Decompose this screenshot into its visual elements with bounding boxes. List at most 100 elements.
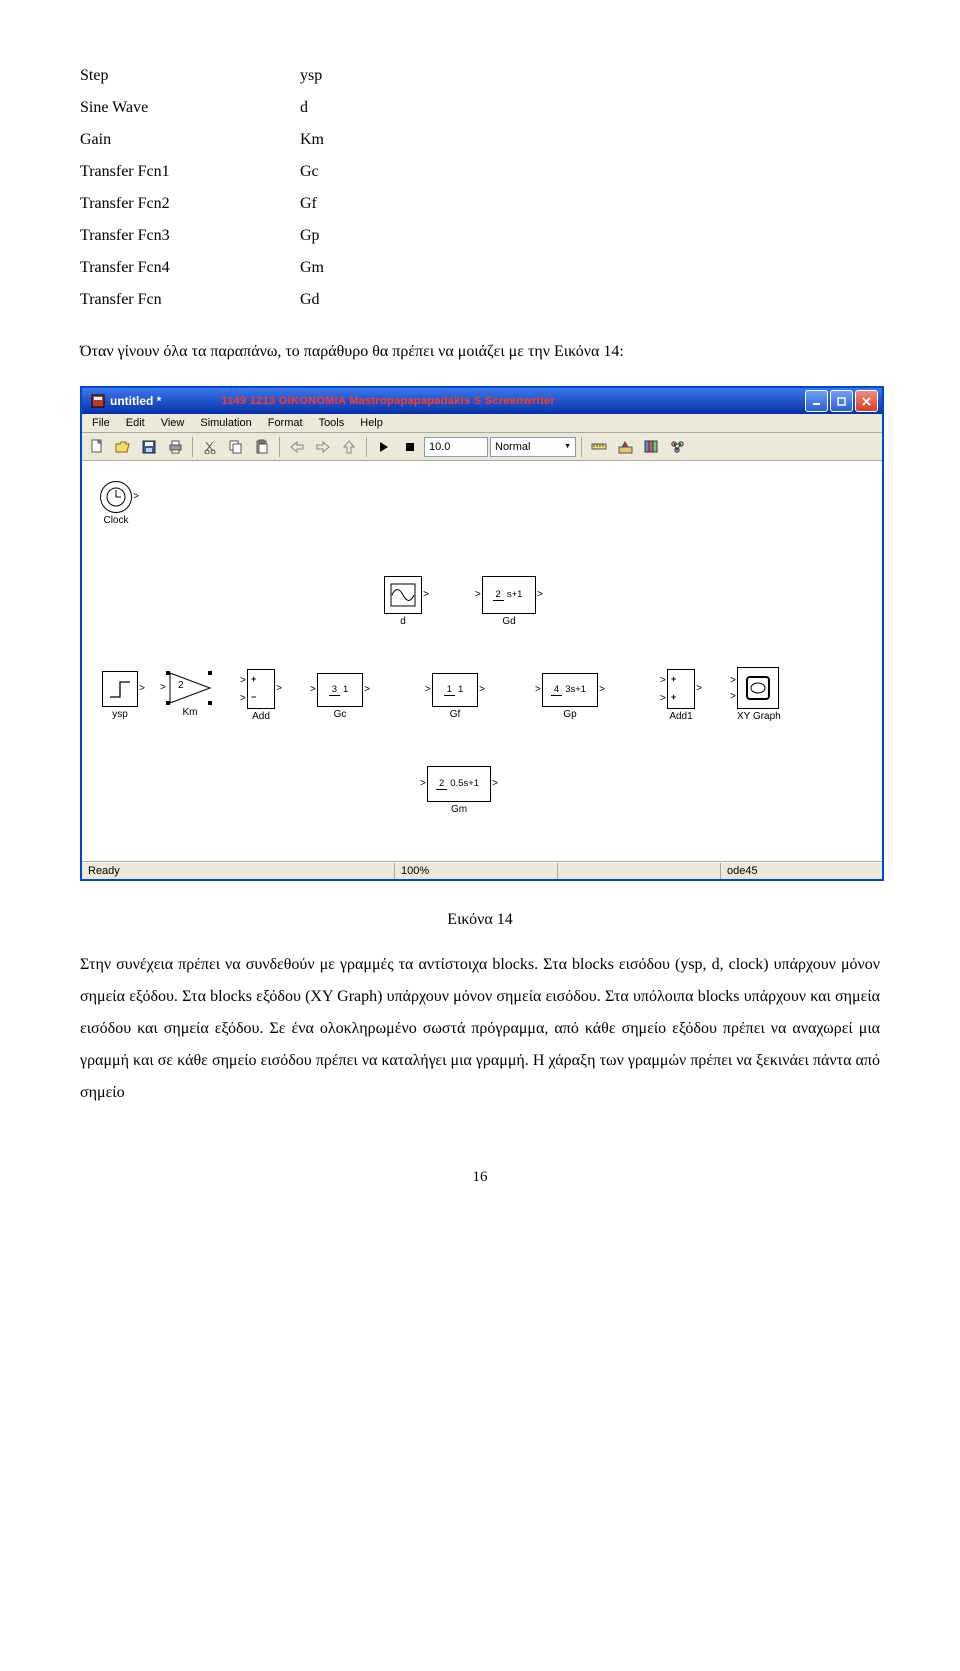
- open-icon[interactable]: [111, 435, 135, 458]
- intro-paragraph: Όταν γίνουν όλα τα παραπάνω, το παράθυρο…: [80, 336, 880, 368]
- run-icon[interactable]: [372, 435, 396, 458]
- frac-num: 2: [493, 589, 504, 601]
- port-in: >: [420, 779, 426, 789]
- save-icon[interactable]: [137, 435, 161, 458]
- build-icon[interactable]: [613, 435, 637, 458]
- back-icon[interactable]: [285, 435, 309, 458]
- plus-icon: +: [251, 674, 256, 684]
- menu-view[interactable]: View: [153, 415, 193, 431]
- port-out: >: [139, 684, 145, 694]
- def-value: Km: [300, 124, 324, 156]
- menu-tools[interactable]: Tools: [311, 415, 353, 431]
- block-gp[interactable]: 43s+1 > > Gp: [542, 673, 598, 720]
- block-label: Gc: [317, 709, 363, 720]
- def-term: Transfer Fcn4: [80, 252, 300, 284]
- def-row: Transfer Fcn2 Gf: [80, 188, 880, 220]
- def-row: Transfer Fcn Gd: [80, 284, 880, 316]
- block-gd[interactable]: 2s+1 > > Gd: [482, 576, 536, 627]
- port-out: >: [423, 590, 429, 600]
- up-icon[interactable]: [337, 435, 361, 458]
- simulink-window: untitled * 1149 1213 OIKONOMIA Mastropap…: [80, 386, 884, 881]
- page-number: 16: [80, 1169, 880, 1186]
- def-value: Gp: [300, 220, 320, 252]
- model-icon[interactable]: [665, 435, 689, 458]
- port-out: >: [276, 684, 282, 694]
- def-term: Transfer Fcn2: [80, 188, 300, 220]
- forward-icon[interactable]: [311, 435, 335, 458]
- toolbar-separator: [581, 437, 582, 457]
- block-label: Add1: [667, 711, 695, 722]
- port-out: >: [133, 492, 139, 502]
- minus-icon: −: [251, 692, 256, 702]
- block-km[interactable]: 2 > Km: [168, 671, 212, 718]
- cut-icon[interactable]: [198, 435, 222, 458]
- block-gc[interactable]: 31 > > Gc: [317, 673, 363, 720]
- block-sine-d[interactable]: > d: [384, 576, 422, 627]
- def-value: Gc: [300, 156, 319, 188]
- frac-num: 2: [436, 778, 447, 790]
- block-label: ysp: [102, 709, 138, 720]
- print-icon[interactable]: [163, 435, 187, 458]
- def-row: Sine Wave d: [80, 92, 880, 124]
- def-term: Gain: [80, 124, 300, 156]
- menu-edit[interactable]: Edit: [118, 415, 153, 431]
- mode-select[interactable]: Normal▼: [490, 437, 576, 457]
- library-icon[interactable]: [639, 435, 663, 458]
- status-ready: Ready: [82, 863, 395, 879]
- block-clock[interactable]: > Clock: [100, 481, 132, 526]
- frac-den: 3s+1: [562, 684, 589, 695]
- block-xygraph[interactable]: > > XY Graph: [737, 667, 781, 722]
- def-value: Gm: [300, 252, 324, 284]
- frac-num: 3: [329, 684, 340, 696]
- block-ysp[interactable]: > ysp: [102, 671, 138, 720]
- port-in: >: [660, 676, 666, 686]
- frac-den: s+1: [504, 589, 526, 600]
- plus-icon: +: [671, 674, 676, 684]
- menu-file[interactable]: File: [84, 415, 118, 431]
- menu-simulation[interactable]: Simulation: [192, 415, 259, 431]
- window-titlebar[interactable]: untitled * 1149 1213 OIKONOMIA Mastropap…: [82, 388, 882, 414]
- menu-format[interactable]: Format: [260, 415, 311, 431]
- block-label: Km: [168, 707, 212, 718]
- block-gm[interactable]: 20.5s+1 > > Gm: [427, 766, 491, 815]
- handle-dot: [166, 701, 170, 705]
- frac-den: 0.5s+1: [447, 778, 482, 789]
- def-row: Transfer Fcn4 Gm: [80, 252, 880, 284]
- plus-icon: +: [671, 692, 676, 702]
- port-in: >: [730, 676, 736, 686]
- new-icon[interactable]: [85, 435, 109, 458]
- toolbar-separator: [279, 437, 280, 457]
- ruler-icon[interactable]: [587, 435, 611, 458]
- menu-help[interactable]: Help: [352, 415, 391, 431]
- copy-icon[interactable]: [224, 435, 248, 458]
- def-term: Transfer Fcn: [80, 284, 300, 316]
- block-add[interactable]: + − > > > Add: [247, 669, 275, 722]
- block-label: d: [384, 616, 422, 627]
- def-row: Transfer Fcn3 Gp: [80, 220, 880, 252]
- def-term: Step: [80, 60, 300, 92]
- handle-dot: [166, 671, 170, 675]
- def-term: Transfer Fcn1: [80, 156, 300, 188]
- def-value: ysp: [300, 60, 322, 92]
- status-solver: ode45: [721, 863, 882, 879]
- port-out: >: [364, 685, 370, 695]
- block-add1[interactable]: + + > > > Add1: [667, 669, 695, 722]
- paste-icon[interactable]: [250, 435, 274, 458]
- port-in: >: [425, 685, 431, 695]
- model-canvas[interactable]: > Clock > d 2s+1 > > Gd >: [82, 461, 882, 862]
- port-in: >: [535, 685, 541, 695]
- port-out: >: [537, 590, 543, 600]
- port-out: >: [696, 684, 702, 694]
- port-in: >: [240, 676, 246, 686]
- close-button[interactable]: [855, 390, 878, 412]
- block-gf[interactable]: 11 > > Gf: [432, 673, 478, 720]
- port-in: >: [310, 685, 316, 695]
- block-label: XY Graph: [737, 711, 781, 722]
- stop-icon[interactable]: [398, 435, 422, 458]
- block-label: Gf: [432, 709, 478, 720]
- def-value: Gf: [300, 188, 317, 220]
- minimize-button[interactable]: [805, 390, 828, 412]
- maximize-button[interactable]: [830, 390, 853, 412]
- stoptime-input[interactable]: 10.0: [424, 437, 488, 457]
- block-label: Gm: [427, 804, 491, 815]
